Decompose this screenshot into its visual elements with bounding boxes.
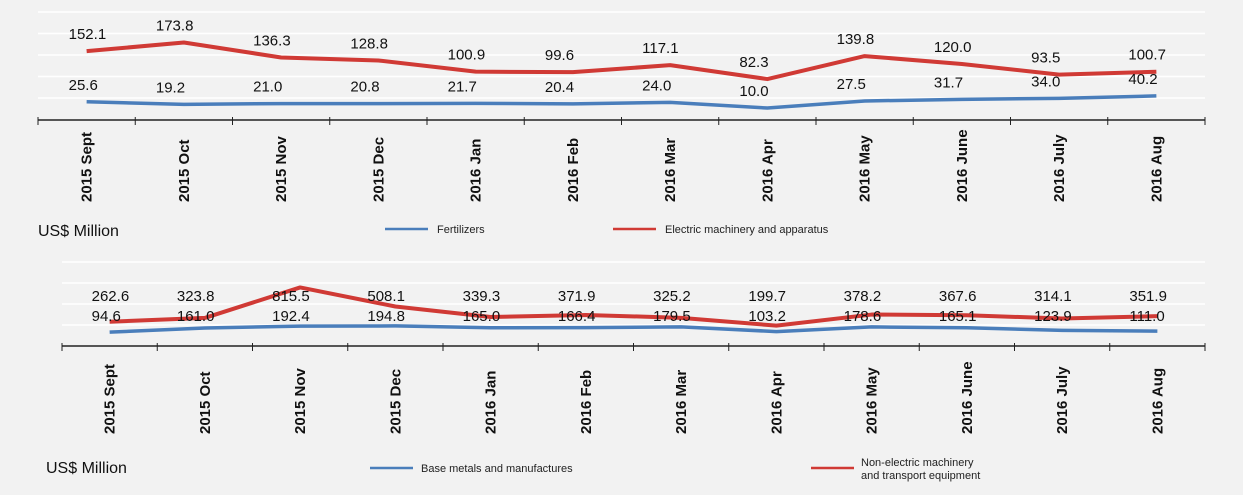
data-label: 339.3 xyxy=(463,288,501,305)
legend-label: Fertilizers xyxy=(437,224,485,236)
x-tick-label: 2015 Dec xyxy=(387,369,404,434)
y-axis-unit-label: US$ Million xyxy=(46,460,127,477)
legend-label: Electric machinery and apparatus xyxy=(665,224,829,236)
data-label: 199.7 xyxy=(748,288,786,305)
x-tick-label: 2015 Sept xyxy=(79,132,96,202)
data-label: 100.9 xyxy=(448,47,486,64)
data-label: 371.9 xyxy=(558,288,596,305)
x-tick-label: 2016 May xyxy=(864,367,881,434)
data-label: 40.2 xyxy=(1128,71,1157,88)
y-axis-unit-label: US$ Million xyxy=(38,223,119,240)
data-label: 20.4 xyxy=(545,79,574,96)
x-tick-label: 2015 Dec xyxy=(370,137,387,202)
series-line-2 xyxy=(86,40,1157,82)
x-tick-label: 2016 Jan xyxy=(483,371,500,434)
data-label: 128.8 xyxy=(350,35,388,52)
data-label: 24.0 xyxy=(642,77,671,94)
data-label: 120.0 xyxy=(934,39,972,56)
x-tick-label: 2016 Feb xyxy=(565,138,582,202)
data-label: 378.2 xyxy=(844,288,882,305)
data-label: 178.6 xyxy=(844,308,882,325)
data-label: 351.9 xyxy=(1129,288,1167,305)
data-label: 314.1 xyxy=(1034,288,1072,305)
data-label: 82.3 xyxy=(739,54,768,71)
x-tick-label: 2016 Apr xyxy=(768,371,785,434)
legend-label: and transport equipment xyxy=(861,470,980,482)
data-label: 99.6 xyxy=(545,47,574,64)
x-tick-label: 2016 Mar xyxy=(662,138,679,202)
data-label: 508.1 xyxy=(367,288,405,305)
data-label: 31.7 xyxy=(934,74,963,91)
data-label: 19.2 xyxy=(156,79,185,96)
x-tick-label: 2016 Apr xyxy=(759,139,776,202)
data-label: 139.8 xyxy=(837,31,875,48)
data-label: 152.1 xyxy=(69,26,107,43)
x-tick-label: 2016 Mar xyxy=(673,370,690,434)
x-tick-label: 2015 Oct xyxy=(176,139,193,202)
legend-label: Base metals and manufactures xyxy=(421,463,573,475)
x-tick-label: 2016 Aug xyxy=(1148,136,1165,202)
x-tick-label: 2015 Nov xyxy=(292,367,309,434)
legend-label: Non-electric machinery xyxy=(861,457,974,469)
data-label: 165.0 xyxy=(463,308,501,325)
data-label: 93.5 xyxy=(1031,50,1060,67)
data-label: 34.0 xyxy=(1031,73,1060,90)
data-label: 179.5 xyxy=(653,308,691,325)
data-label: 21.0 xyxy=(253,79,282,96)
chart-panel-1: 2015 Sept 2015 Oct 2015 Nov 2015 Dec 2016 Ja… xyxy=(37,11,1206,240)
x-tick-label: 2016 Jan xyxy=(468,139,485,202)
x-tick-label: 2016 July xyxy=(1051,134,1068,202)
data-label: 27.5 xyxy=(837,76,866,93)
x-tick-label: 2016 Aug xyxy=(1149,368,1166,434)
chart-panel-2: 2015 Sept 2015 Oct 2015 Nov 2015 Dec 2016 Ja… xyxy=(46,261,1206,482)
data-label: 103.2 xyxy=(748,308,786,325)
series-line-2 xyxy=(109,285,1158,328)
data-label: 21.7 xyxy=(448,78,477,95)
data-label: 367.6 xyxy=(939,288,977,305)
data-label: 123.9 xyxy=(1034,308,1072,325)
data-label: 161.0 xyxy=(177,308,215,325)
data-label: 117.1 xyxy=(642,40,678,57)
data-label: 100.7 xyxy=(1128,47,1166,64)
x-tick-label: 2016 June xyxy=(959,361,976,434)
data-label: 25.6 xyxy=(69,77,98,94)
data-label: 262.6 xyxy=(92,288,130,305)
data-label: 136.3 xyxy=(253,32,291,49)
x-tick-label: 2016 May xyxy=(857,135,874,202)
x-tick-label: 2016 Feb xyxy=(578,370,595,434)
x-tick-label: 2015 Nov xyxy=(273,135,290,202)
series-line-1 xyxy=(86,94,1157,110)
data-label: 323.8 xyxy=(177,288,215,305)
data-label: 20.8 xyxy=(350,79,379,96)
data-label: 94.6 xyxy=(92,308,121,325)
data-label: 192.4 xyxy=(272,308,310,325)
data-label: 166.4 xyxy=(558,308,596,325)
data-label: 325.2 xyxy=(653,288,691,305)
x-tick-label: 2015 Oct xyxy=(197,371,214,434)
data-label: 815.5 xyxy=(272,288,310,305)
x-tick-label: 2016 June xyxy=(954,129,971,202)
x-tick-label: 2016 July xyxy=(1054,366,1071,434)
data-label: 194.8 xyxy=(367,308,405,325)
x-tick-label: 2015 Sept xyxy=(102,364,119,434)
data-label: 10.0 xyxy=(739,83,768,100)
series-line-1 xyxy=(109,324,1158,334)
data-label: 173.8 xyxy=(156,17,194,34)
data-label: 111.0 xyxy=(1129,308,1164,325)
data-label: 165.1 xyxy=(939,308,977,325)
